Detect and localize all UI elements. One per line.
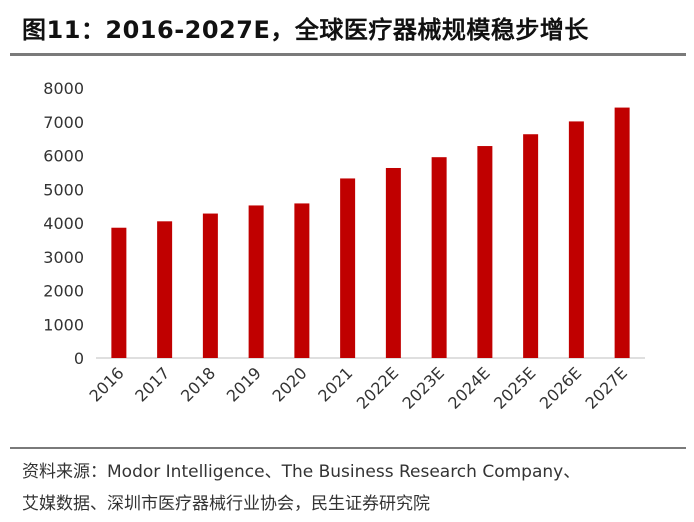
y-tick-label: 5000 bbox=[43, 180, 84, 199]
bar-2017 bbox=[157, 221, 173, 358]
x-tick-label: 2017 bbox=[131, 363, 173, 405]
bar-2022E bbox=[385, 167, 401, 358]
y-tick-label: 8000 bbox=[43, 79, 84, 98]
x-tick-label: 2019 bbox=[223, 363, 265, 405]
y-tick-label: 4000 bbox=[43, 214, 84, 233]
y-tick-label: 2000 bbox=[43, 282, 84, 301]
x-tick-label: 2023E bbox=[399, 363, 448, 412]
source-line-2: 艾媒数据、深圳市医疗器械行业协会，民生证券研究院 bbox=[22, 494, 430, 514]
bar-2020 bbox=[294, 203, 310, 358]
bar-2019 bbox=[248, 205, 264, 358]
y-tick-label: 0 bbox=[74, 349, 84, 368]
x-tick-label: 2022E bbox=[353, 363, 402, 412]
x-tick-label: 2025E bbox=[490, 363, 539, 412]
x-tick-label: 2024E bbox=[444, 363, 493, 412]
bar-2025E bbox=[523, 134, 539, 358]
y-tick-label: 1000 bbox=[43, 315, 84, 334]
x-tick-label: 2016 bbox=[85, 363, 127, 405]
y-tick-label: 3000 bbox=[43, 248, 84, 267]
x-tick-label: 2027E bbox=[582, 363, 631, 412]
bar-2024E bbox=[477, 146, 493, 358]
bar-2027E bbox=[614, 107, 630, 358]
x-tick-label: 2026E bbox=[536, 363, 585, 412]
bar-2018 bbox=[202, 213, 218, 358]
title-divider bbox=[10, 53, 686, 56]
bar-2021 bbox=[340, 178, 356, 358]
x-tick-label: 2020 bbox=[268, 363, 310, 405]
chart-title: 图11：2016-2027E，全球医疗器械规模稳步增长 bbox=[22, 16, 589, 44]
x-tick-label: 2021 bbox=[314, 363, 356, 405]
source-note: 资料来源：Modor Intelligence、The Business Res… bbox=[22, 456, 684, 520]
source-divider bbox=[10, 447, 686, 449]
y-tick-label: 7000 bbox=[43, 113, 84, 132]
chart-area: 0 1000 2000 3000 4000 5000 6000 7000 8000 2016 201… bbox=[0, 62, 694, 446]
bar-2023E bbox=[431, 157, 447, 358]
bar-2026E bbox=[568, 121, 584, 358]
x-tick-label: 2018 bbox=[177, 363, 219, 405]
source-line-1: 资料来源：Modor Intelligence、The Business Res… bbox=[22, 462, 581, 482]
bar-2016 bbox=[111, 227, 127, 358]
y-tick-label: 6000 bbox=[43, 147, 84, 166]
